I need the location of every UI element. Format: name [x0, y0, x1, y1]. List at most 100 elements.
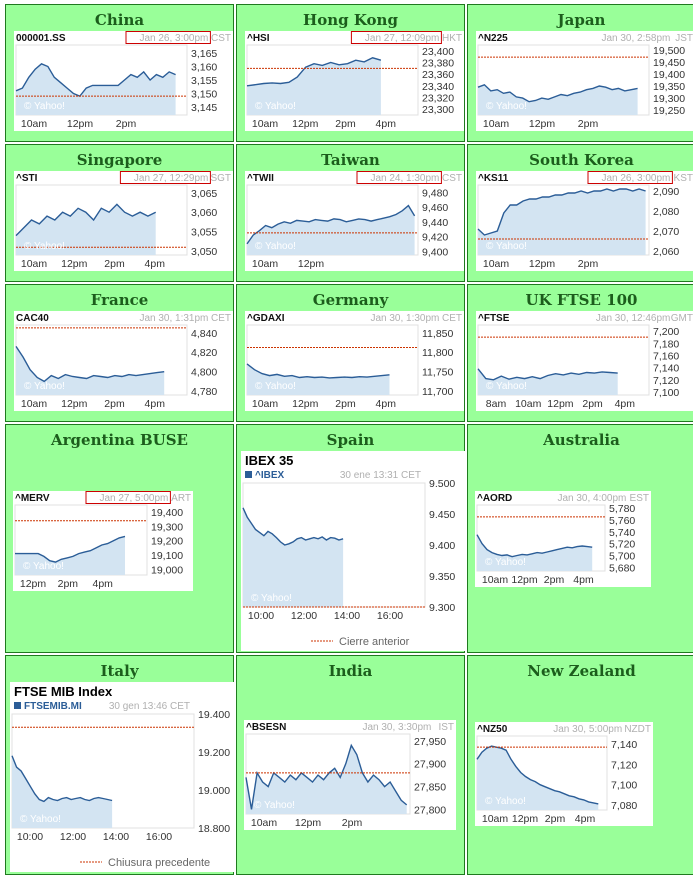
timestamp-highlight-box: [587, 171, 673, 184]
chart-japan[interactable]: 19,500 19,450 19,400 19,350 19,300 19,250 10am…: [476, 31, 693, 131]
chart-germany[interactable]: 11,850 11,800 11,750 11,700 10am 12pm 2pm 4pm © …: [245, 311, 464, 411]
x-tick-label: 12pm: [61, 258, 88, 270]
yahoo-watermark: © Yahoo!: [254, 800, 295, 811]
y-tick-label: 3,160: [191, 62, 217, 74]
y-tick-label: 3,065: [191, 188, 217, 200]
timestamp: Jan 30, 1:30pm: [370, 313, 439, 324]
chart-south-korea[interactable]: 2,090 2,080 2,070 2,060 10am 12pm 2pm © Yahoo! ^…: [476, 171, 693, 271]
price-area: [15, 536, 125, 575]
timezone-label: EST: [630, 493, 649, 504]
timestamp: 30 gen 13:46 CET: [109, 701, 190, 712]
price-area: [16, 346, 165, 395]
chart-taiwan[interactable]: 9,480 9,460 9,440 9,420 9,400 10am 12pm © Yahoo…: [245, 171, 464, 271]
x-tick-label: 2pm: [335, 118, 356, 130]
timezone-label: ART: [171, 493, 191, 504]
timezone-label: CET: [211, 313, 231, 324]
y-tick-label: 19,350: [653, 81, 685, 93]
yahoo-watermark: © Yahoo!: [485, 796, 526, 807]
timestamp-highlight-box: [85, 491, 171, 504]
chart-italy[interactable]: 19.400 19.200 19.000 18.800 10:00 12:00 14:00 1…: [10, 682, 234, 872]
symbol-label: FTSEMIB.MI: [24, 701, 82, 712]
chart-svg: 27,950 27,900 27,850 27,800 10am 12pm 2pm © Yah…: [245, 722, 454, 829]
y-tick-label: 4,840: [191, 328, 217, 340]
y-tick-label: 7,100: [611, 780, 637, 792]
timestamp-highlight-box: [356, 171, 442, 184]
cell-argentina-buse: Argentina BUSE 19,400 19,300 19,200 19,100 19…: [5, 424, 234, 653]
chart-uk-ftse-100[interactable]: 7,200 7,180 7,160 7,140 7,120 7,100 8am 10am 12p…: [476, 311, 693, 411]
cell-china: China 3,165 3,160 3,155 3,150 3,145 10am 12pm 2p…: [5, 4, 234, 142]
y-tick-label: 4,800: [191, 367, 217, 379]
cell-japan: Japan 19,500 19,450 19,400 19,350 19,300 19,25…: [467, 4, 693, 142]
cell-title: Argentina BUSE: [51, 431, 188, 449]
y-tick-label: 23,320: [422, 93, 454, 105]
cell-title: Spain: [326, 431, 375, 449]
x-tick-label: 2pm: [104, 398, 125, 410]
chart-svg: 2,090 2,080 2,070 2,060 10am 12pm 2pm © Yahoo! ^…: [477, 171, 693, 270]
chart-australia[interactable]: 5,780 5,760 5,740 5,720 5,700 5,680 10am 12pm 2p…: [475, 491, 651, 587]
y-tick-label: 23,340: [422, 81, 454, 93]
x-tick-label: 10am: [252, 398, 279, 410]
x-tick-label: 10am: [21, 258, 48, 270]
y-tick-label: 3,165: [191, 48, 217, 60]
timestamp: Jan 30, 2:58pm: [601, 33, 670, 44]
y-tick-label: 4,820: [191, 347, 217, 359]
y-tick-label: 3,155: [191, 75, 217, 87]
x-tick-label: 2pm: [58, 578, 79, 590]
y-tick-label: 27,950: [414, 736, 446, 748]
y-tick-label: 11,750: [422, 367, 453, 379]
chart-china[interactable]: 3,165 3,160 3,155 3,150 3,145 10am 12pm 2pm © Ya…: [14, 31, 233, 131]
y-tick-label: 19.400: [198, 709, 230, 721]
chart-svg: 19.400 19.200 19.000 18.800 10:00 12:00 14:00 1…: [11, 684, 230, 869]
chart-france[interactable]: 4,840 4,820 4,800 4,780 10am 12pm 2pm 4pm © Yaho…: [14, 311, 233, 411]
price-line: [477, 368, 618, 381]
yahoo-watermark: © Yahoo!: [486, 241, 527, 252]
y-tick-label: 11,700: [422, 386, 453, 398]
series-swatch: [245, 471, 252, 478]
chart-hong-kong[interactable]: 23,400 23,380 23,360 23,340 23,320 23,300 10am…: [245, 31, 464, 131]
x-tick-label: 12:00: [291, 610, 317, 622]
timezone-label: KST: [674, 173, 693, 184]
symbol-label: ^NZ50: [477, 724, 508, 735]
cell-spain: Spain 9.500 9.450 9.400 9.350 9.300 10:00 12:00…: [236, 424, 465, 653]
cell-title: Japan: [557, 11, 606, 29]
chart-india[interactable]: 27,950 27,900 27,850 27,800 10am 12pm 2pm © Yah…: [244, 720, 456, 830]
chart-svg: 7,140 7,120 7,100 7,080 10am 12pm 2pm 4pm © Yaho…: [476, 724, 651, 825]
x-tick-label: 10am: [482, 813, 509, 825]
timezone-label: HKT: [442, 33, 462, 44]
timezone-label: CST: [442, 173, 462, 184]
x-tick-label: 2pm: [578, 118, 599, 130]
x-tick-label: 12pm: [529, 258, 556, 270]
x-tick-label: 10am: [251, 817, 278, 829]
y-tick-label: 4,780: [191, 386, 217, 398]
yahoo-watermark: © Yahoo!: [255, 241, 296, 252]
y-tick-label: 7,140: [653, 363, 679, 375]
price-area: [247, 363, 390, 395]
chart-svg: 11,850 11,800 11,750 11,700 10am 12pm 2pm 4pm © …: [246, 313, 462, 410]
y-tick-label: 19,400: [151, 507, 183, 519]
price-line: [242, 507, 344, 546]
price-area: [478, 368, 618, 395]
chart-spain[interactable]: 9.500 9.450 9.400 9.350 9.300 10:00 12:00 14:00…: [241, 451, 465, 651]
chart-new-zealand[interactable]: 7,140 7,120 7,100 7,080 10am 12pm 2pm 4pm © Yaho…: [475, 722, 653, 826]
x-tick-label: 8am: [486, 398, 507, 410]
x-tick-label: 2pm: [342, 817, 363, 829]
price-area: [247, 57, 381, 115]
price-line: [15, 535, 126, 563]
x-tick-label: 2pm: [335, 398, 356, 410]
cell-south-korea: South Korea 2,090 2,080 2,070 2,060 10am 12pm 2…: [467, 144, 693, 282]
cell-australia: Australia 5,780 5,760 5,740 5,720 5,700 5,680 1…: [467, 424, 693, 653]
y-tick-label: 2,070: [653, 226, 679, 238]
symbol-label: ^FTSE: [478, 313, 510, 324]
chart-singapore[interactable]: 3,065 3,060 3,055 3,050 10am 12pm 2pm 4pm © Yaho…: [14, 171, 233, 271]
chart-argentina-buse[interactable]: 19,400 19,300 19,200 19,100 19,000 12pm 2pm 4pm…: [13, 491, 193, 591]
cell-title: Singapore: [76, 151, 163, 169]
symbol-label: ^BSESN: [246, 722, 286, 733]
y-tick-label: 3,060: [191, 207, 217, 219]
y-tick-label: 9.400: [429, 540, 455, 552]
y-tick-label: 19,500: [653, 45, 685, 57]
price-area: [16, 204, 156, 255]
symbol-label: ^TWII: [247, 173, 274, 184]
